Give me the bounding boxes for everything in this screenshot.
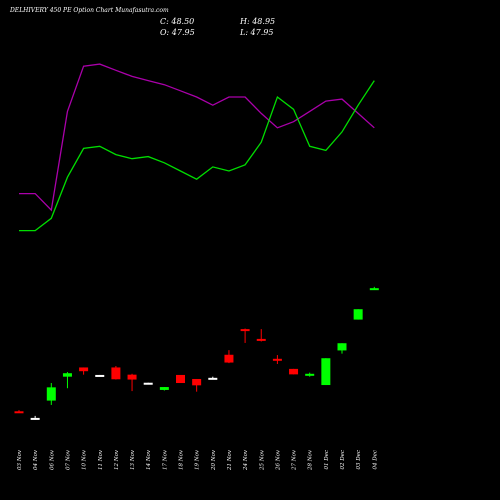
candle-body (272, 358, 282, 361)
x-tick-label: 25 Nov (259, 449, 265, 471)
candle-body (192, 378, 202, 386)
candle-body (353, 309, 363, 320)
candle-body (95, 374, 105, 377)
candle-25-nov (256, 329, 266, 342)
candle-28-nov (305, 372, 315, 377)
x-tick-label: 12 Nov (114, 449, 120, 470)
candle-13-nov (127, 373, 137, 392)
candle-body (224, 354, 234, 363)
x-tick-label: 06 Nov (49, 449, 55, 470)
candle-body (321, 358, 331, 386)
low-value: L: 47.95 (240, 28, 274, 37)
candle-body (111, 367, 121, 380)
candle-07-nov (62, 372, 72, 389)
candle-body (305, 373, 315, 376)
x-tick-label: 21 Nov (227, 449, 233, 471)
candle-06-nov (46, 383, 56, 405)
candle-27-nov (289, 368, 299, 375)
candle-21-nov (224, 350, 234, 364)
x-tick-label: 02 Dec (340, 450, 346, 470)
x-tick-label: 11 Nov (98, 449, 104, 470)
close-value: C: 48.50 (160, 17, 195, 26)
x-tick-label: 10 Nov (82, 449, 88, 470)
candle-body (62, 373, 72, 377)
candle-14-nov (143, 382, 153, 385)
candle-04-dec (369, 286, 379, 291)
x-tick-label: 03 Dec (356, 450, 362, 470)
x-tick-label: 24 Nov (243, 449, 249, 471)
candle-body (289, 368, 299, 375)
candle-body (208, 377, 218, 380)
candle-body (337, 343, 347, 351)
x-tick-label: 07 Nov (65, 449, 71, 470)
candle-body (256, 338, 266, 341)
x-tick-label: 26 Nov (275, 449, 281, 471)
candle-18-nov (176, 374, 185, 384)
candle-body (176, 374, 185, 384)
x-tick-label: 27 Nov (292, 449, 298, 471)
high-value: H: 48.95 (240, 17, 276, 26)
candle-17-nov (159, 387, 169, 391)
candle-01-dec (321, 358, 331, 386)
candle-02-dec (337, 343, 347, 354)
candle-11-nov (95, 374, 105, 377)
x-tick-label: 20 Nov (211, 449, 217, 471)
candle-body (46, 387, 56, 401)
candle-body (240, 329, 250, 332)
x-tick-label: 14 Nov (146, 449, 152, 470)
x-tick-label: 04 Nov (33, 449, 39, 470)
candle-body (30, 417, 40, 420)
x-tick-label: 17 Nov (162, 449, 168, 470)
x-tick-label: 13 Nov (130, 449, 136, 470)
candle-03-dec (353, 309, 363, 320)
indicator-line-1 (19, 63, 375, 212)
candle-body (369, 288, 379, 291)
candle-20-nov (208, 376, 218, 380)
candle-10-nov (79, 367, 89, 375)
open-value: O: 47.95 (160, 28, 195, 37)
candle-03-nov (14, 410, 24, 414)
x-tick-label: 03 Nov (17, 449, 23, 470)
candle-body (159, 387, 169, 390)
candle-04-nov (30, 415, 40, 420)
candle-body (14, 411, 24, 414)
candle-26-nov (272, 355, 282, 364)
x-tick-label: 19 Nov (195, 449, 201, 470)
candle-body (127, 374, 137, 380)
candle-body (143, 382, 153, 385)
x-tick-label: 18 Nov (179, 449, 185, 470)
candle-24-nov (240, 328, 250, 343)
candle-body (79, 367, 89, 372)
candle-12-nov (111, 366, 121, 380)
chart-title: DELHIVERY 450 PE Option Chart Munafasutr… (10, 7, 169, 14)
x-tick-label: 28 Nov (308, 449, 314, 471)
x-tick-label: 04 Dec (372, 450, 378, 470)
x-tick-label: 01 Dec (324, 450, 330, 470)
candle-19-nov (192, 378, 202, 392)
indicator-line-2 (19, 80, 375, 232)
